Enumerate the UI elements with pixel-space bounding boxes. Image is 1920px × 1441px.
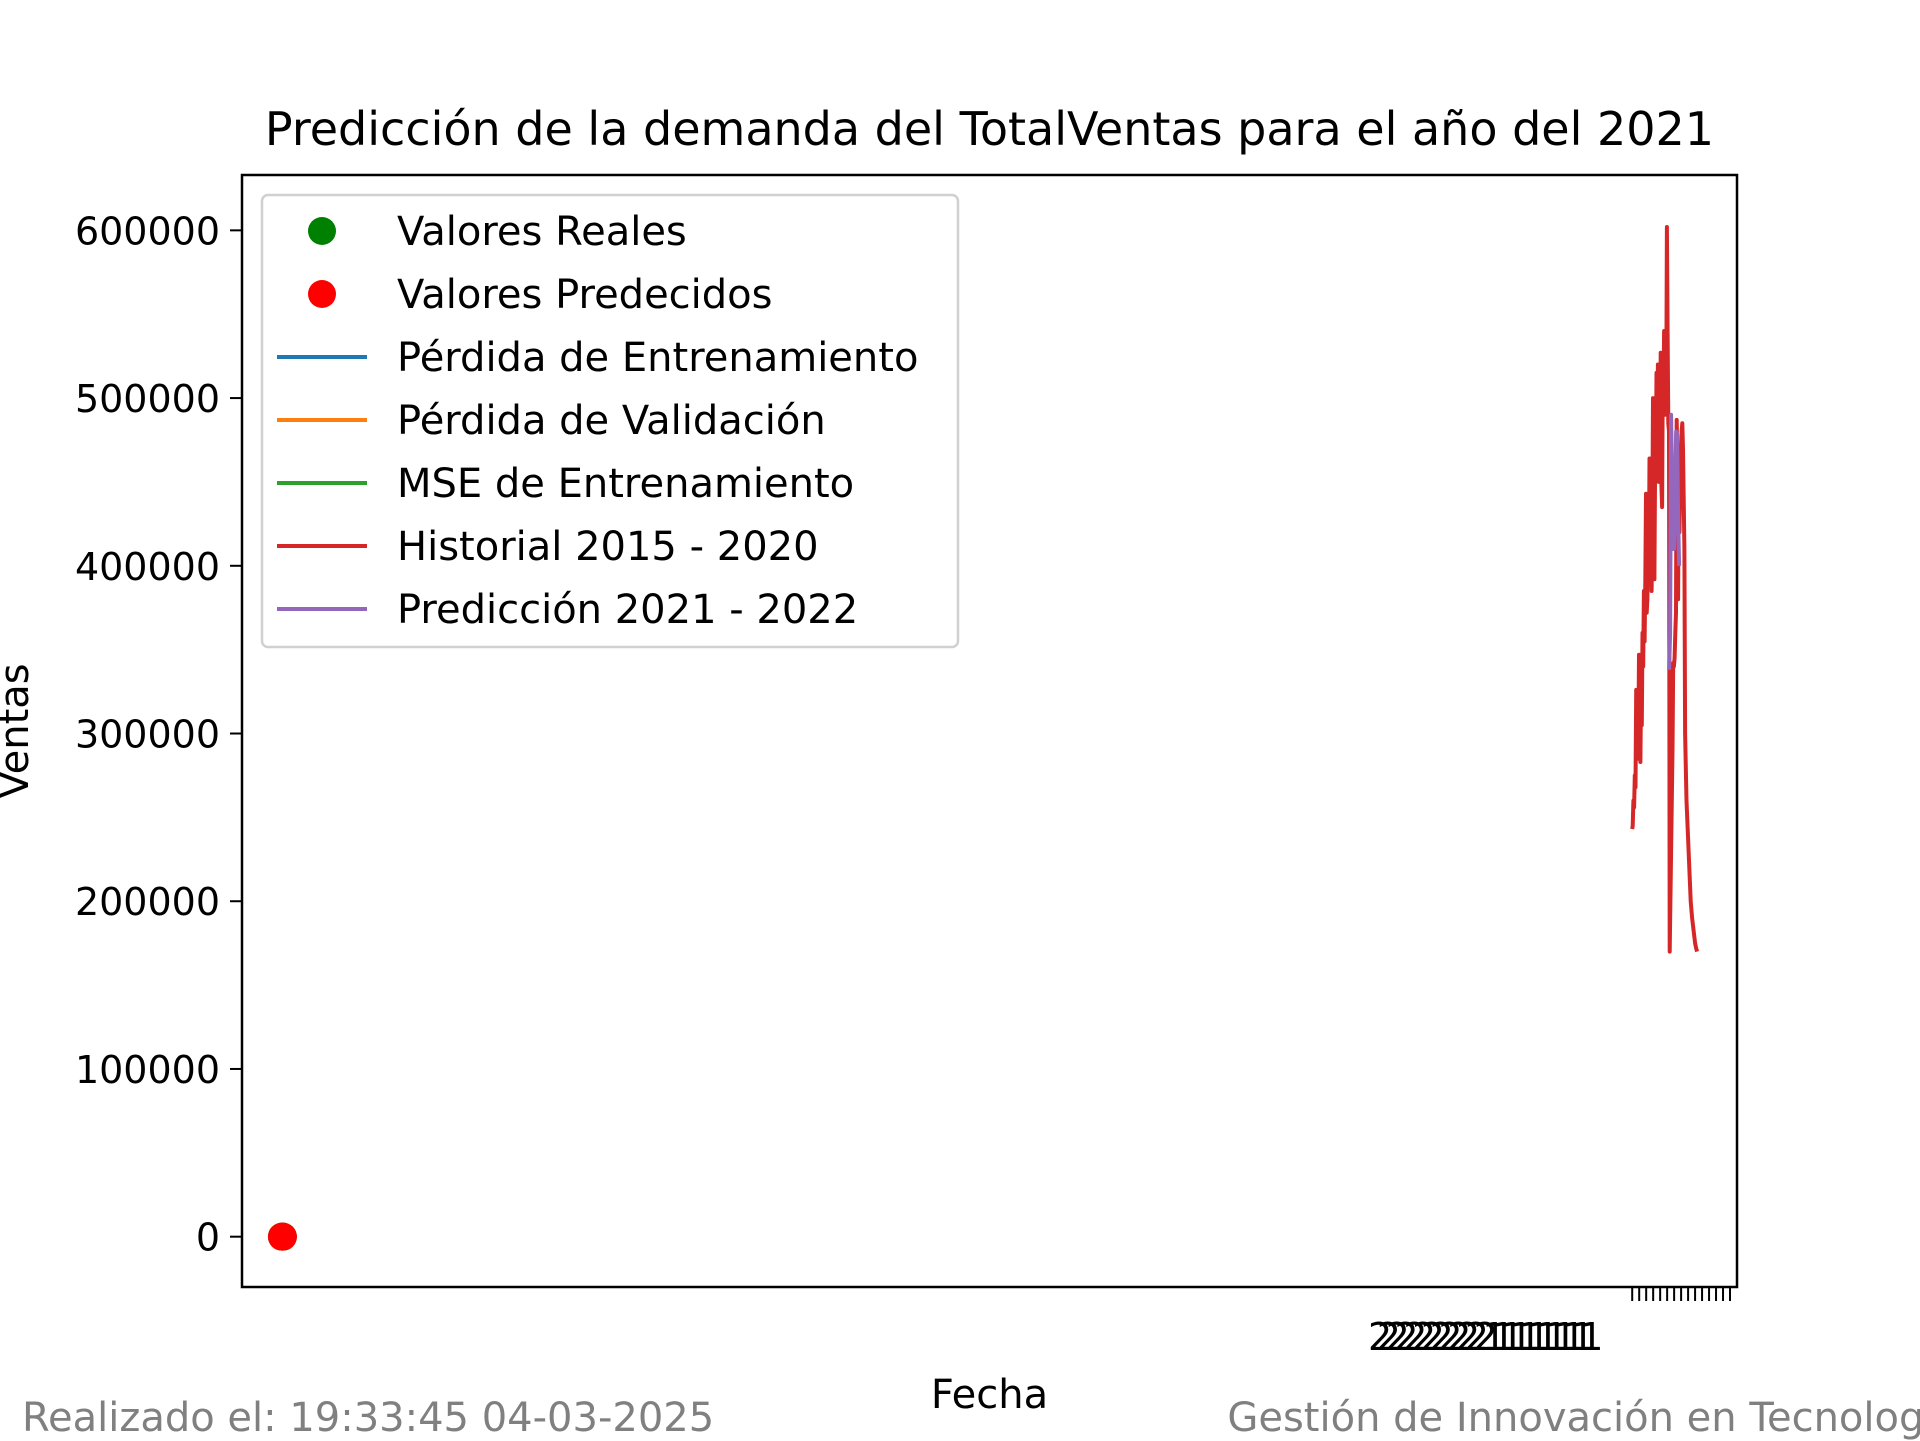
scatter-point (268, 1222, 297, 1251)
y-tick-label: 0 (196, 1216, 220, 1260)
legend-label: Historial 2015 - 2020 (397, 524, 819, 570)
x-tick-label: 1 (1544, 1315, 1568, 1359)
x-tick-label: 1 (1500, 1315, 1524, 1359)
x-tick-label: 2 (1474, 1315, 1498, 1359)
x-tick-label: 1 (1579, 1315, 1603, 1359)
legend-label: MSE de Entrenamiento (397, 461, 854, 507)
x-tick-label: 2 (1403, 1315, 1427, 1359)
legend-label: Predicción 2021 - 2022 (397, 587, 858, 633)
y-tick-label: 200000 (75, 880, 220, 924)
series-line-historial (1630, 225, 1700, 954)
x-tick-label: 2 (1465, 1315, 1489, 1359)
x-tick-label: 2 (1377, 1315, 1401, 1359)
y-tick-label: 300000 (75, 713, 220, 757)
legend-box (260, 193, 960, 649)
x-tick-label: 1 (1535, 1315, 1559, 1359)
legend-marker (308, 217, 336, 245)
x-tick-label: 1 (1553, 1315, 1577, 1359)
x-tick-label: 2 (1386, 1315, 1410, 1359)
x-tick-label: 2 (1368, 1315, 1392, 1359)
footer-credit: Gestión de Innovación en Tecnología (1227, 1395, 1920, 1441)
x-axis-label: Fecha (931, 1372, 1048, 1418)
legend-label: Pérdida de Entrenamiento (397, 335, 918, 381)
x-tick-label: 2 (1412, 1315, 1436, 1359)
x-tick-label: 2 (1447, 1315, 1471, 1359)
x-tick-label: 1 (1518, 1315, 1542, 1359)
x-tick-label: 1 (1570, 1315, 1594, 1359)
y-tick-label: 600000 (75, 209, 220, 253)
plot-frame (240, 173, 1739, 1289)
series-line-prediccion (1667, 412, 1682, 670)
x-tick-label: 2 (1421, 1315, 1445, 1359)
x-tick-label: 1 (1482, 1315, 1506, 1359)
x-tick-label: 2 (1456, 1315, 1480, 1359)
y-axis-label: Ventas (0, 663, 38, 798)
legend-label: Valores Reales (397, 209, 687, 255)
x-tick-label: 2 (1430, 1315, 1454, 1359)
x-tick-label: 2 (1394, 1315, 1418, 1359)
x-tick-label: 1 (1491, 1315, 1515, 1359)
chart-title: Predicción de la demanda del TotalVentas… (265, 102, 1714, 156)
x-tick-label: 2 (1438, 1315, 1462, 1359)
x-tick-label: 1 (1526, 1315, 1550, 1359)
legend-label: Valores Predecidos (397, 272, 773, 318)
y-tick-label: 500000 (75, 377, 220, 421)
legend-label: Pérdida de Validación (397, 398, 826, 444)
footer-timestamp: Realizado el: 19:33:45 04-03-2025 (22, 1395, 715, 1441)
x-tick-label: 1 (1562, 1315, 1586, 1359)
x-tick-label: 1 (1509, 1315, 1533, 1359)
y-tick-label: 400000 (75, 545, 220, 589)
legend-marker (308, 280, 336, 308)
y-tick-label: 100000 (75, 1048, 220, 1092)
